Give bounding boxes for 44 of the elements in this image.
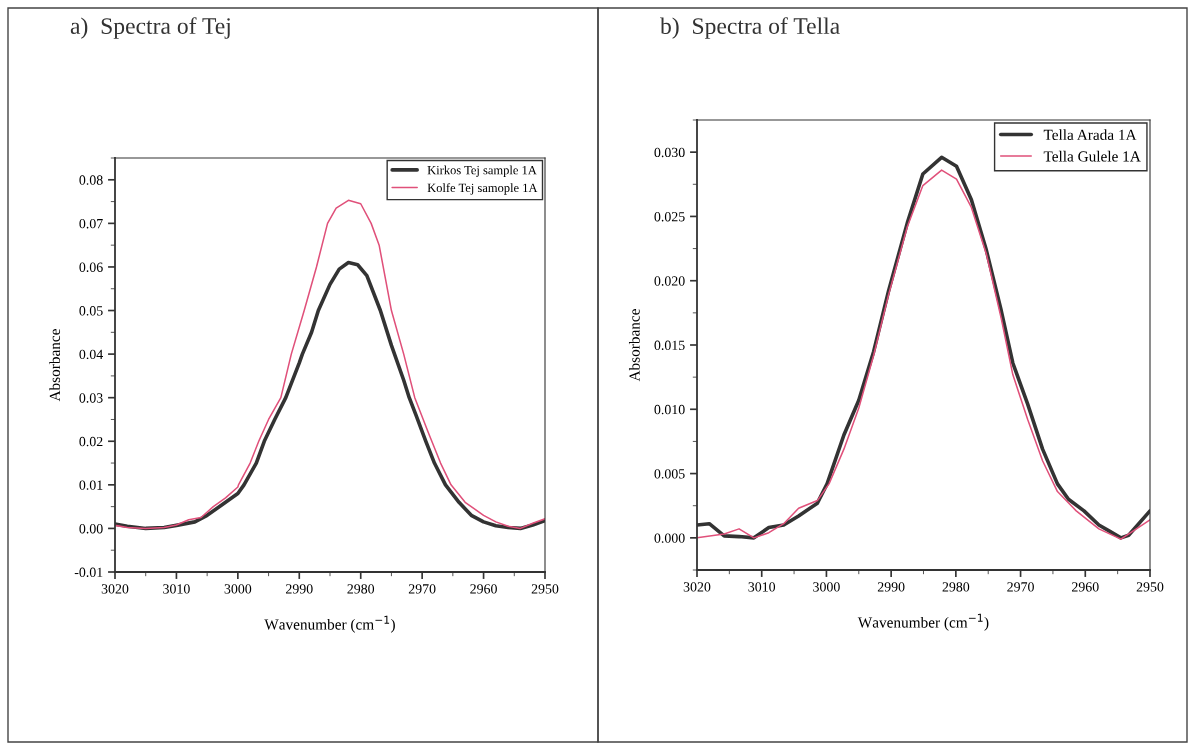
y-tick-label: 0.02 [79,436,103,447]
chart-title: b) Spectra of Tella [660,17,840,39]
y-tick-label: 0.005 [654,469,685,479]
x-tick-label: 3020 [101,584,129,594]
x-tick-label: 2950 [531,584,559,594]
x-axis-title: Wavenumber (cm$^{−1}$) [857,613,989,631]
y-axis-title: Absorbance [628,309,640,382]
x-tick-label: 2970 [408,584,436,594]
x-axis-title: Wavenumber (cm$^{−1}$) [264,615,395,633]
y-tick-label: 0.06 [79,262,103,272]
y-axis-title: Absorbance [49,329,61,402]
y-tick-label: 0.03 [79,393,103,403]
x-tick-label: 2970 [1007,582,1034,592]
legend-label: Tella Gulele 1A [1043,150,1141,162]
x-tick-label: 2980 [347,584,375,594]
y-tick-label: 0.015 [654,340,685,351]
y-tick-label: 0.01 [79,480,103,490]
line-series [115,199,545,530]
x-tick-label: 2960 [470,584,497,594]
x-tick-label: 3020 [683,582,711,592]
y-tick-label: 0.00 [79,524,103,534]
y-tick-label: 0.07 [79,218,103,229]
x-tick-label: 3000 [813,582,840,592]
chart-title: a) Spectra of Tej [70,17,230,39]
y-tick-label: 0.05 [79,306,103,316]
y-tick-label: 0.020 [654,276,685,286]
x-tick-label: 3000 [224,584,252,594]
y-tick-label: 0.08 [79,175,103,185]
x-tick-label: 2990 [286,584,313,594]
x-tick-label: 2960 [1072,582,1099,592]
x-tick-label: 3010 [163,584,190,594]
y-tick-label: 0.030 [654,147,685,158]
x-tick-label: 2990 [877,582,905,592]
y-tick-label: 0.000 [654,533,685,543]
legend-label: Tella Arada 1A [1043,129,1137,141]
x-tick-label: 3010 [748,582,776,592]
legend-label: Kirkos Tej sample 1A [427,165,537,177]
x-tick-label: 2980 [942,582,970,592]
y-tick-label: 0.010 [654,404,685,415]
y-tick-label: 0.04 [79,349,103,360]
x-tick-label: 2950 [1136,582,1164,592]
y-tick-label: -0.01 [74,567,103,578]
legend-label: Kolfe Tej samople 1A [427,183,538,195]
y-tick-label: 0.025 [654,212,685,222]
